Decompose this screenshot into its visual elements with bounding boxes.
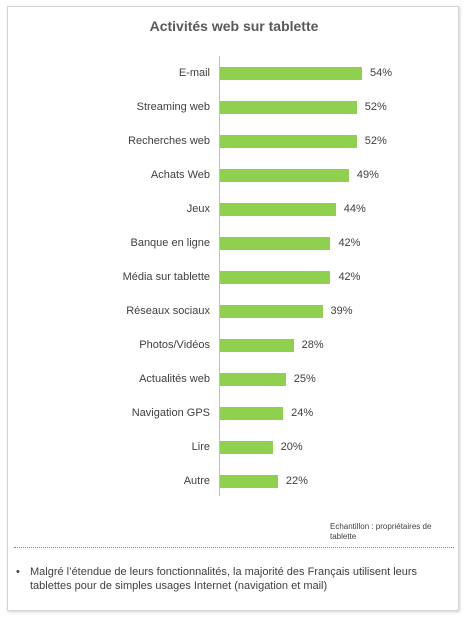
bar [220,305,323,318]
bar [220,339,294,352]
bar [220,135,357,148]
category-label: Achats Web [150,169,210,181]
category-label: Photos/Vidéos [139,339,210,351]
plot-area [219,56,440,496]
bar [220,237,331,250]
bar [220,271,331,284]
bar [220,373,286,386]
value-label: 24% [291,407,314,419]
category-label: Actualités web [139,373,210,385]
bullet-text: Malgré l’étendue de leurs fonctionnalité… [30,566,418,592]
value-label: 54% [370,67,393,79]
sample-note: Echantillon : propriétaires de tablette [330,522,432,541]
value-label: 52% [364,135,387,147]
value-label: 42% [338,237,361,249]
value-label: 39% [330,305,353,317]
category-label: Recherches web [128,135,210,147]
category-label: Réseaux sociaux [126,305,210,317]
bullet-note: • Malgré l’étendue de leurs fonctionnali… [16,565,446,593]
value-label: 28% [301,339,324,351]
bar [220,475,278,488]
category-label: Navigation GPS [131,407,210,419]
value-label: 25% [293,373,316,385]
value-label: 49% [356,169,379,181]
category-label: E-mail [178,67,210,79]
bar [220,169,349,182]
value-label: 20% [280,441,303,453]
value-label: 42% [338,271,361,283]
value-label: 52% [364,101,387,113]
bar [220,441,273,454]
chart-title: Activités web sur tablette [149,18,319,34]
category-label: Streaming web [136,101,210,113]
bar [220,203,336,216]
bullet-icon: • [16,566,20,578]
dotted-divider [14,547,454,548]
bar [220,101,357,114]
bar [220,407,284,420]
value-label: 22% [285,475,308,487]
category-label: Autre [183,475,210,487]
bar [220,67,362,80]
category-label: Banque en ligne [130,237,210,249]
category-label: Lire [191,441,210,453]
category-label: Média sur tablette [122,271,210,283]
value-label: 44% [343,203,366,215]
category-label: Jeux [186,203,210,215]
